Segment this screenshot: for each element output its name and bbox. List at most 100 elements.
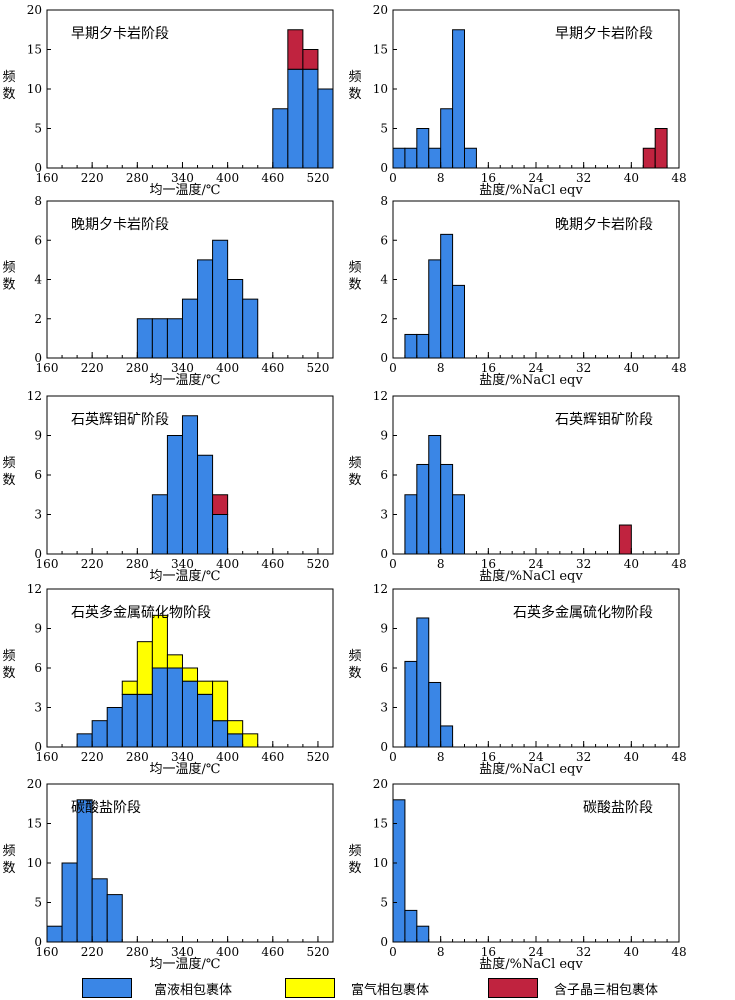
bar-liquid: [440, 233, 454, 359]
x-tick-label: 48: [671, 171, 686, 185]
x-tick-label: 280: [126, 557, 149, 571]
stage-title: 碳酸盐阶段: [583, 800, 653, 816]
legend-label-vapor: 富气相包裹体: [351, 983, 430, 998]
y-axis-label: 频数: [348, 844, 361, 876]
x-tick-label: 24: [528, 750, 544, 764]
legend-swatch-liquid: [82, 978, 132, 998]
x-tick-label: 160: [36, 171, 59, 185]
x-tick-label: 340: [171, 945, 194, 959]
bar-liquid: [428, 147, 442, 169]
bar-liquid: [91, 720, 108, 748]
y-tick-label: 3: [34, 701, 42, 715]
x-axis-label: 均一温度/℃: [150, 568, 221, 584]
x-tick-label: 40: [624, 750, 639, 764]
bar-liquid: [197, 454, 214, 555]
bar-liquid: [212, 239, 229, 359]
y-tick-label: 0: [380, 935, 388, 949]
y-tick-label: 20: [27, 777, 42, 791]
x-tick-label: 40: [624, 361, 639, 375]
stage-title: 石英辉钼矿阶段: [71, 411, 169, 428]
bar-vapor: [151, 614, 168, 669]
stage-title: 早期夕卡岩阶段: [555, 26, 653, 42]
x-axis-label: 均一温度/℃: [150, 372, 221, 388]
bar-vapor: [227, 720, 244, 735]
x-tick-label: 48: [671, 361, 686, 375]
bar-liquid: [136, 318, 153, 359]
y-tick-label: 2: [380, 312, 388, 326]
y-tick-label: 9: [380, 622, 388, 636]
chart-panel-3: 160 220 280 340 400 460 520 0 2 4 6 8 均一温度/℃ 频数 晚期夕卡岩阶…: [2, 194, 334, 388]
bar-liquid: [242, 298, 259, 359]
y-axis-label: 频数: [348, 261, 361, 293]
y-tick-label: 5: [380, 896, 388, 910]
x-tick-label: 520: [306, 361, 329, 375]
x-tick-label: 220: [81, 750, 104, 764]
x-tick-label: 24: [528, 361, 544, 375]
bar-liquid: [166, 435, 183, 555]
bar-daughter: [302, 49, 319, 70]
y-tick-label: 4: [34, 273, 42, 287]
chart-panel-6: 0 8 16 24 32 40 48 0 3 6 9 12 盐度/%NaCl eqv 频数 石英辉钼矿阶段: [348, 389, 686, 584]
y-axis-label: 频数: [2, 456, 15, 488]
x-tick-label: 48: [671, 557, 686, 571]
y-tick-label: 0: [380, 351, 388, 365]
x-tick-label: 40: [624, 557, 639, 571]
x-tick-label: 0: [389, 171, 397, 185]
x-tick-label: 0: [389, 361, 397, 375]
bar-daughter: [618, 524, 632, 555]
y-tick-label: 0: [380, 740, 388, 754]
y-tick-label: 6: [34, 233, 42, 247]
x-tick-label: 8: [437, 171, 445, 185]
y-tick-label: 0: [34, 547, 42, 561]
legend: 富液相包裹体 富气相包裹体 含子晶三相包裹体: [0, 970, 735, 1000]
bar-liquid: [440, 108, 454, 169]
bar-liquid: [428, 435, 442, 555]
bar-liquid: [197, 259, 214, 359]
y-tick-label: 12: [27, 389, 42, 403]
x-tick-label: 460: [261, 750, 284, 764]
bar-liquid: [428, 681, 442, 748]
bar-liquid: [452, 284, 465, 359]
x-tick-label: 400: [216, 557, 239, 571]
x-tick-label: 24: [528, 171, 544, 185]
x-tick-label: 16: [481, 557, 496, 571]
x-tick-label: 280: [126, 750, 149, 764]
x-tick-label: 0: [389, 945, 397, 959]
bar-vapor: [121, 680, 138, 695]
bar-liquid: [440, 463, 454, 555]
chart-panel-1: 160 220 280 340 400 460 520 0 5 10 15 20 均一温度/℃ 频数 早期夕…: [2, 3, 334, 198]
x-axis-label: 均一温度/℃: [150, 956, 221, 970]
chart-panel-2: 0 8 16 24 32 40 48 0 5 10 15 20 盐度/%NaCl eqv 频数 早期夕卡岩阶…: [348, 3, 686, 198]
y-tick-label: 10: [27, 82, 42, 96]
bar-liquid: [76, 733, 93, 748]
y-tick-label: 5: [380, 122, 388, 136]
y-tick-label: 20: [373, 777, 388, 791]
x-tick-label: 340: [171, 171, 194, 185]
y-axis-label: 频数: [2, 649, 15, 681]
x-tick-label: 40: [624, 945, 639, 959]
bar-liquid: [416, 333, 430, 359]
x-tick-label: 460: [261, 361, 284, 375]
bar-liquid: [416, 925, 430, 943]
bar-liquid: [166, 667, 183, 748]
x-tick-label: 24: [528, 557, 544, 571]
y-tick-label: 4: [380, 273, 388, 287]
x-tick-label: 220: [81, 361, 104, 375]
stage-title: 石英多金属硫化物阶段: [71, 604, 211, 621]
x-axis-label: 盐度/%NaCl eqv: [479, 761, 583, 777]
legend-swatch-vapor: [285, 978, 335, 998]
bar-liquid: [136, 693, 153, 748]
x-tick-label: 520: [306, 171, 329, 185]
bar-liquid: [404, 333, 418, 359]
chart-panel-5: 160 220 280 340 400 460 520 0 3 6 9 12 均一温度/℃ 频数 石英辉钼矿…: [2, 389, 334, 584]
y-tick-label: 8: [34, 194, 42, 208]
x-tick-label: 8: [437, 361, 445, 375]
stage-title: 石英多金属硫化物阶段: [513, 604, 653, 621]
bar-liquid: [404, 660, 418, 748]
stage-title: 晚期夕卡岩阶段: [71, 217, 169, 233]
y-tick-label: 10: [373, 82, 388, 96]
bar-liquid: [404, 494, 418, 555]
y-axis-label: 频数: [2, 70, 15, 102]
x-tick-label: 0: [389, 750, 397, 764]
